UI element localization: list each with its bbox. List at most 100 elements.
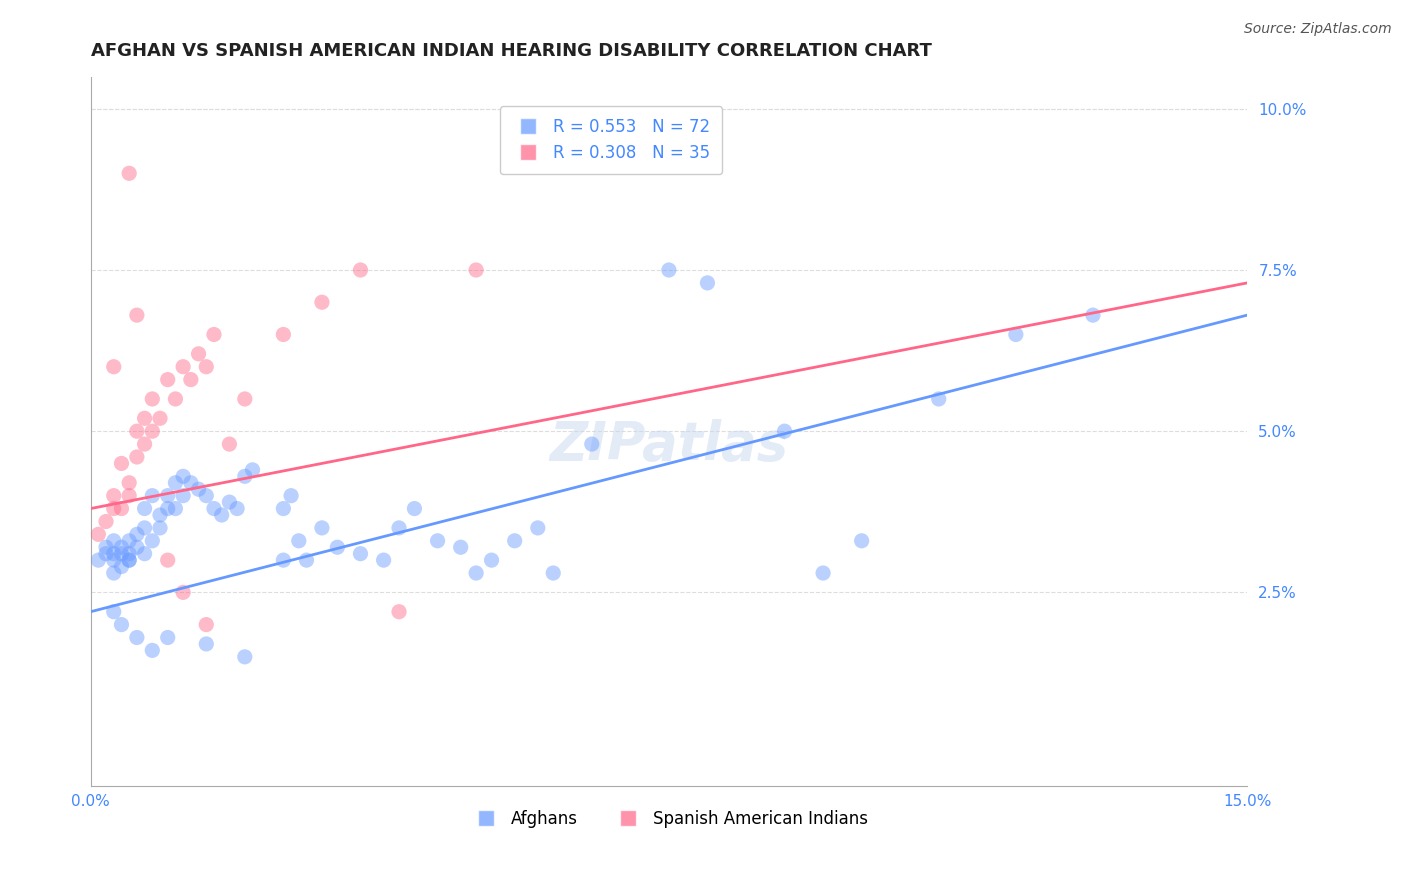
Point <box>202 327 225 342</box>
Point <box>103 553 125 567</box>
Point <box>195 489 218 503</box>
Point <box>187 347 209 361</box>
Point <box>156 501 179 516</box>
Point <box>165 501 187 516</box>
Point <box>233 649 256 664</box>
Point <box>141 643 163 657</box>
Point <box>195 617 218 632</box>
Point <box>110 457 132 471</box>
Point <box>110 547 132 561</box>
Point <box>103 359 125 374</box>
Point <box>87 553 110 567</box>
Point <box>125 450 148 464</box>
Point <box>134 501 156 516</box>
Point <box>141 392 163 406</box>
Point <box>141 533 163 548</box>
Point <box>581 437 603 451</box>
Point <box>118 489 141 503</box>
Point <box>349 547 371 561</box>
Point <box>103 489 125 503</box>
Point <box>696 276 718 290</box>
Point <box>156 489 179 503</box>
Point <box>811 566 834 580</box>
Point <box>110 559 132 574</box>
Point <box>233 469 256 483</box>
Point <box>172 489 194 503</box>
Point <box>134 437 156 451</box>
Point <box>118 547 141 561</box>
Point <box>465 566 488 580</box>
Point <box>273 553 295 567</box>
Point <box>134 547 156 561</box>
Point <box>172 469 194 483</box>
Point <box>226 501 249 516</box>
Point <box>404 501 426 516</box>
Point <box>373 553 395 567</box>
Point <box>118 553 141 567</box>
Point <box>773 424 796 438</box>
Point <box>141 424 163 438</box>
Text: ZIPatlas: ZIPatlas <box>550 419 789 471</box>
Point <box>195 359 218 374</box>
Point <box>180 475 202 490</box>
Point <box>149 521 172 535</box>
Point <box>87 527 110 541</box>
Point <box>658 263 681 277</box>
Point <box>125 540 148 554</box>
Point <box>134 521 156 535</box>
Point <box>450 540 472 554</box>
Point <box>202 501 225 516</box>
Point <box>110 501 132 516</box>
Point <box>851 533 873 548</box>
Point <box>481 553 503 567</box>
Point <box>311 521 333 535</box>
Point <box>388 605 411 619</box>
Point <box>195 637 218 651</box>
Point <box>218 437 240 451</box>
Point <box>94 540 117 554</box>
Point <box>187 482 209 496</box>
Point <box>156 373 179 387</box>
Point <box>103 566 125 580</box>
Point <box>94 515 117 529</box>
Point <box>211 508 233 522</box>
Point <box>288 533 311 548</box>
Point <box>125 424 148 438</box>
Point <box>928 392 950 406</box>
Point <box>280 489 302 503</box>
Point <box>103 605 125 619</box>
Point <box>149 411 172 425</box>
Point <box>527 521 550 535</box>
Point <box>180 373 202 387</box>
Point <box>165 475 187 490</box>
Point <box>125 527 148 541</box>
Point <box>349 263 371 277</box>
Point <box>110 540 132 554</box>
Point <box>503 533 526 548</box>
Point <box>273 501 295 516</box>
Point <box>1081 308 1104 322</box>
Legend: Afghans, Spanish American Indians: Afghans, Spanish American Indians <box>463 803 875 834</box>
Point <box>118 166 141 180</box>
Point <box>110 617 132 632</box>
Point <box>103 547 125 561</box>
Point <box>426 533 449 548</box>
Point <box>388 521 411 535</box>
Point <box>141 489 163 503</box>
Point <box>465 263 488 277</box>
Point <box>233 392 256 406</box>
Point <box>218 495 240 509</box>
Point <box>118 553 141 567</box>
Point <box>118 533 141 548</box>
Point <box>273 327 295 342</box>
Point <box>172 359 194 374</box>
Point <box>311 295 333 310</box>
Text: Source: ZipAtlas.com: Source: ZipAtlas.com <box>1244 22 1392 37</box>
Point <box>156 553 179 567</box>
Point <box>541 566 564 580</box>
Point <box>242 463 264 477</box>
Point <box>172 585 194 599</box>
Point <box>125 631 148 645</box>
Point <box>134 411 156 425</box>
Point <box>103 533 125 548</box>
